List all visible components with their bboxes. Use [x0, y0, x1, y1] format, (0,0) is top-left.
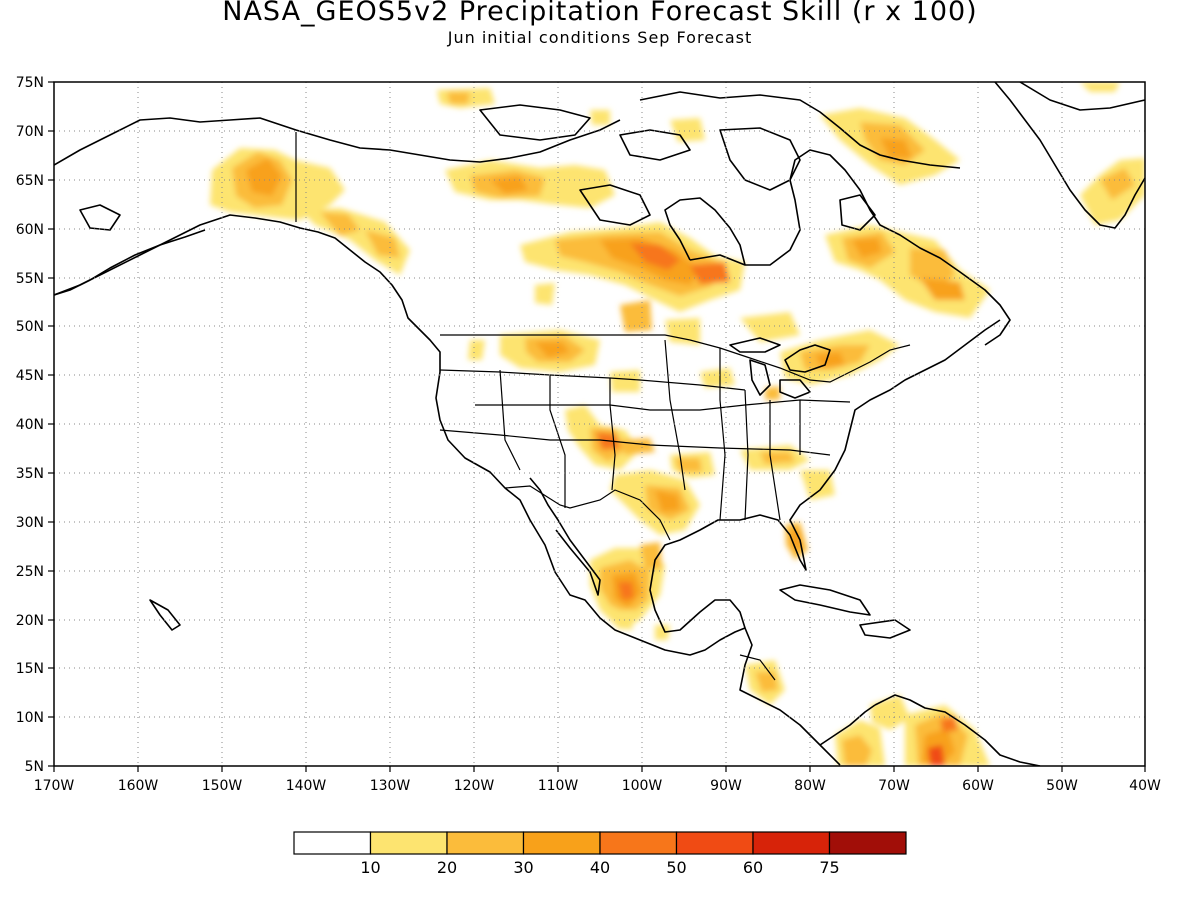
longitude-labels: 170W 160W 150W 140W 130W 120W 110W 100W … — [34, 778, 1161, 794]
lat-label: 30N — [16, 515, 44, 531]
colorbar-label: 30 — [513, 858, 533, 877]
lon-label: 150W — [202, 778, 243, 794]
border-us-canada — [440, 334, 911, 383]
lat-label: 50N — [16, 319, 44, 335]
coastline-alaska-north — [54, 117, 621, 166]
lat-label: 65N — [16, 173, 44, 189]
axis-ticks — [48, 81, 1146, 772]
latitude-labels: 75N 70N 65N 60N 55N 50N 45N 40N 35N 30N … — [16, 75, 44, 775]
colorbar-swatch — [293, 831, 372, 855]
lat-label: 75N — [16, 75, 44, 91]
colorbar-label: 20 — [437, 858, 457, 877]
coastline-greenland — [994, 82, 1145, 229]
colorbar-label: 10 — [360, 858, 380, 877]
lon-label: 90W — [710, 778, 742, 794]
colorbar-swatch — [828, 831, 907, 855]
lon-label: 130W — [370, 778, 411, 794]
colorbar-label: 60 — [743, 858, 763, 877]
lon-label: 170W — [34, 778, 75, 794]
political-borders — [295, 132, 911, 681]
lon-label: 40W — [1129, 778, 1161, 794]
lon-label: 140W — [286, 778, 327, 794]
map-subtitle: Jun initial conditions Sep Forecast — [447, 28, 753, 47]
lat-label: 55N — [16, 271, 44, 287]
lat-label: 60N — [16, 222, 44, 238]
coastline-north-america — [54, 214, 841, 766]
border-us-mexico — [504, 485, 671, 541]
grid-lines — [54, 82, 1145, 766]
lat-label: 15N — [16, 661, 44, 677]
skill-shading — [210, 82, 1145, 766]
colorbar-swatch — [675, 831, 754, 855]
colorbar-swatch — [369, 831, 448, 855]
lat-label: 35N — [16, 466, 44, 482]
colorbar-swatch — [752, 831, 831, 855]
lat-label: 70N — [16, 124, 44, 140]
lat-label: 40N — [16, 417, 44, 433]
coastlines — [54, 82, 1145, 766]
lon-label: 120W — [454, 778, 495, 794]
lat-label: 5N — [25, 759, 44, 775]
colorbar-swatch — [522, 831, 601, 855]
lat-label: 20N — [16, 613, 44, 629]
colorbar-swatch — [599, 831, 678, 855]
lon-label: 70W — [878, 778, 910, 794]
lat-label: 10N — [16, 710, 44, 726]
colorbar-label: 50 — [666, 858, 686, 877]
colorbar: 10 20 30 40 50 60 75 — [293, 831, 907, 877]
lon-label: 100W — [622, 778, 663, 794]
colorbar-label: 40 — [590, 858, 610, 877]
lon-label: 160W — [118, 778, 159, 794]
colorbar-label: 75 — [819, 858, 839, 877]
lat-label: 45N — [16, 368, 44, 384]
lon-label: 80W — [794, 778, 826, 794]
lon-label: 50W — [1046, 778, 1078, 794]
colorbar-swatch — [446, 831, 525, 855]
lon-label: 110W — [538, 778, 579, 794]
coastline-gulf-mexico — [649, 319, 1001, 633]
lat-label: 25N — [16, 564, 44, 580]
map-title: NASA_GEOS5v2 Precipitation Forecast Skil… — [222, 0, 978, 27]
lon-label: 60W — [962, 778, 994, 794]
coastline-hudson-bay — [689, 149, 1011, 346]
